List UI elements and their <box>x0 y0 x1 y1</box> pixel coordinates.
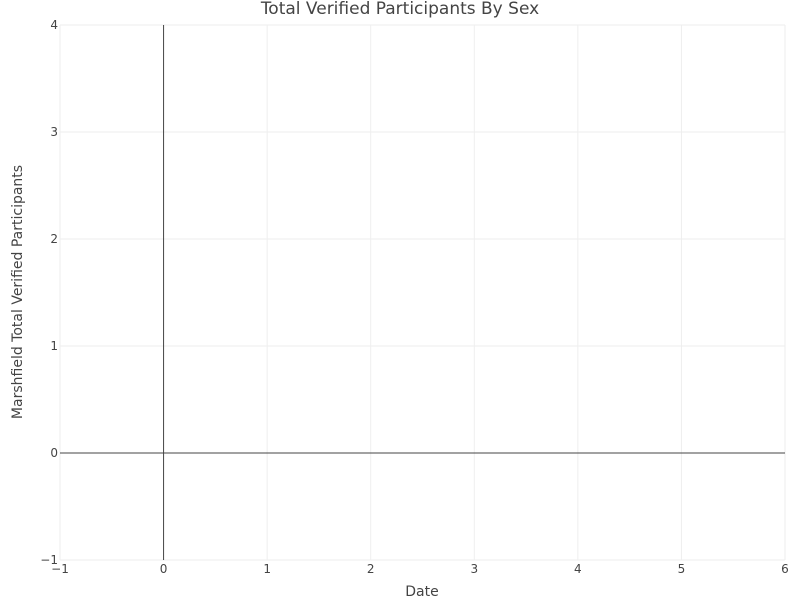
x-tick-label: 6 <box>781 562 789 576</box>
y-tick-label: 3 <box>50 125 58 139</box>
y-axis-tick-labels: −1 0 1 2 3 4 <box>40 18 58 567</box>
x-tick-label: 0 <box>160 562 168 576</box>
gridlines <box>59 24 786 561</box>
chart-title: Total Verified Participants By Sex <box>260 0 539 19</box>
y-tick-label: 4 <box>50 18 58 32</box>
x-tick-label: 5 <box>678 562 686 576</box>
x-axis-tick-labels: −1 0 1 2 3 4 5 6 <box>51 562 789 576</box>
x-tick-label: 2 <box>367 562 375 576</box>
y-tick-label: −1 <box>40 553 58 567</box>
x-tick-label: 3 <box>470 562 478 576</box>
y-axis-title: Marshfield Total Verified Participants <box>10 165 26 419</box>
y-tick-label: 1 <box>50 339 58 353</box>
x-tick-label: 1 <box>263 562 271 576</box>
zero-lines <box>60 25 785 560</box>
x-tick-label: −1 <box>51 562 69 576</box>
x-tick-label: 4 <box>574 562 582 576</box>
x-axis-title: Date <box>405 584 438 600</box>
y-tick-label: 2 <box>50 232 58 246</box>
y-tick-label: 0 <box>50 446 58 460</box>
